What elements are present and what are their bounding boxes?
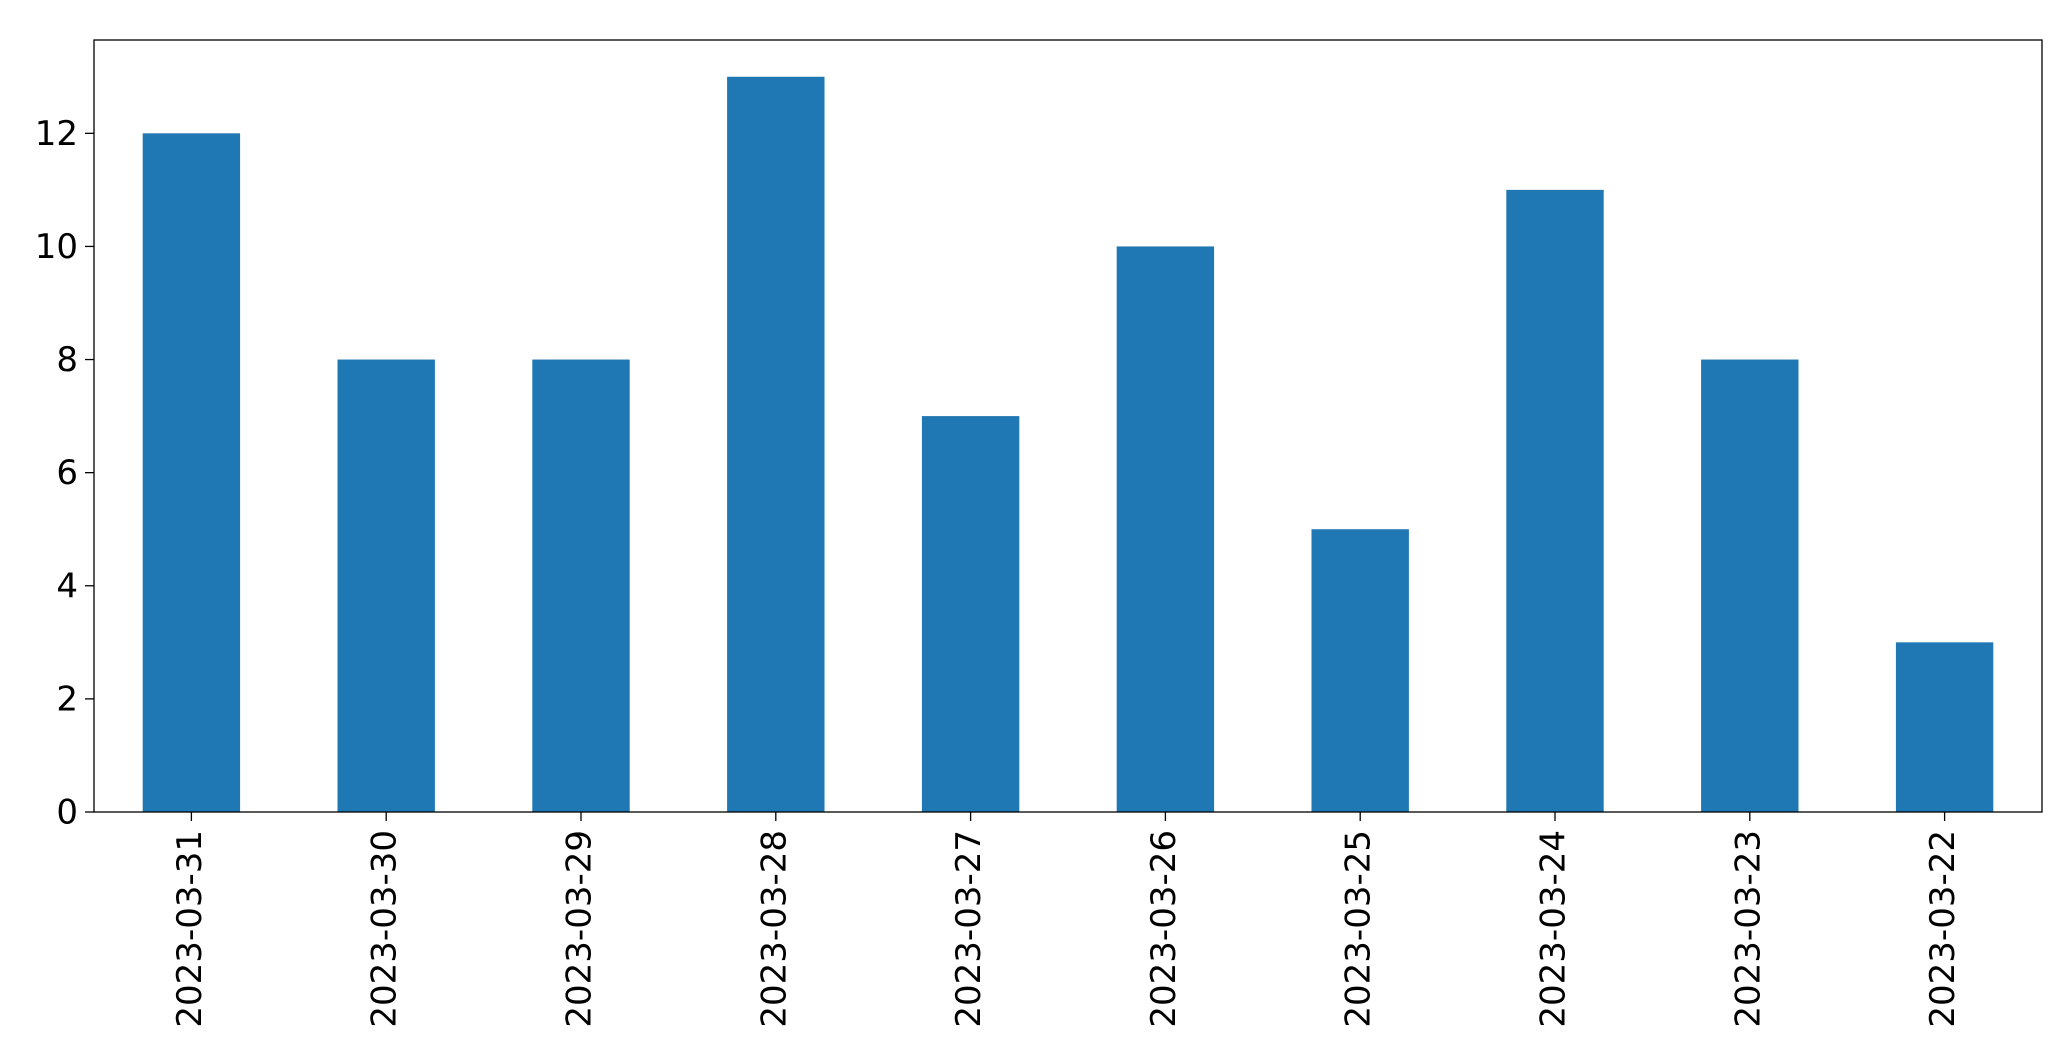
- x-tick-label: 2023-03-22: [1923, 830, 1963, 1028]
- x-tick-label: 2023-03-31: [170, 830, 210, 1028]
- y-tick-label: 2: [56, 679, 78, 719]
- bar: [532, 359, 630, 812]
- y-tick-label: 0: [56, 793, 78, 833]
- x-tick-label: 2023-03-23: [1728, 830, 1768, 1028]
- y-tick-label: 6: [56, 453, 78, 493]
- bar: [1701, 359, 1799, 812]
- bar: [1311, 529, 1409, 812]
- y-tick-label: 10: [35, 227, 78, 267]
- x-tick-label: 2023-03-29: [560, 830, 600, 1028]
- x-tick-label: 2023-03-28: [754, 830, 794, 1028]
- bar: [921, 416, 1020, 812]
- x-tick-label: 2023-03-26: [1144, 830, 1184, 1028]
- x-tick-label: 2023-03-30: [365, 830, 405, 1028]
- bar: [337, 359, 435, 812]
- x-tick-label: 2023-03-24: [1534, 830, 1574, 1028]
- plot-frame: [93, 39, 2043, 813]
- bar: [1116, 246, 1215, 812]
- bar: [727, 76, 825, 812]
- y-tick-label: 4: [56, 566, 78, 606]
- y-tick-label: 12: [35, 114, 78, 154]
- x-tick-label: 2023-03-27: [949, 830, 989, 1028]
- bar: [1506, 189, 1604, 812]
- y-tick-label: 8: [56, 340, 78, 380]
- x-tick-label: 2023-03-25: [1339, 830, 1379, 1028]
- bar: [142, 133, 241, 813]
- bar: [1895, 642, 1994, 812]
